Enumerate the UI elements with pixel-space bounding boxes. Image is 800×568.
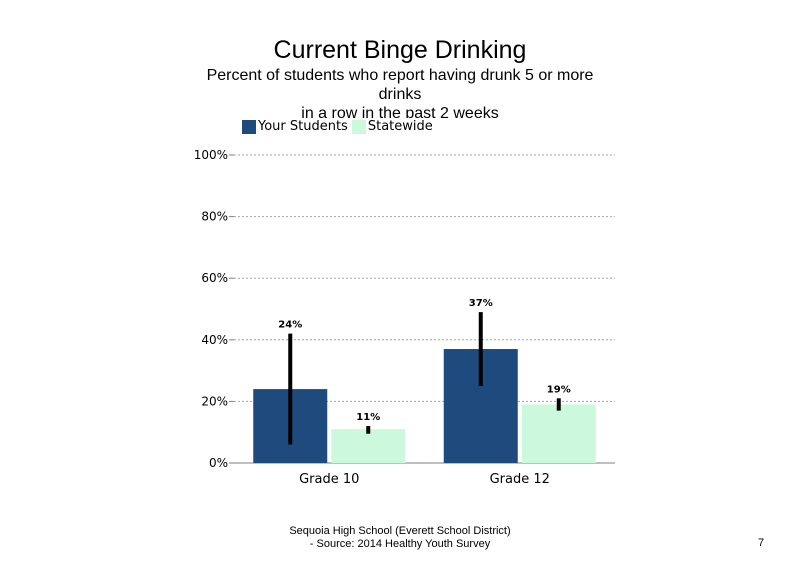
subtitle-line-1: Percent of students who report having dr… bbox=[206, 67, 594, 103]
chart-title: Current Binge Drinking bbox=[273, 36, 527, 64]
legend-item-your-students: Your Students bbox=[242, 119, 348, 135]
subtitle-line-2: in a row in the past 2 weeks bbox=[301, 105, 499, 118]
bar-statewide bbox=[521, 404, 596, 463]
footer-source: - Source: 2014 Healthy Youth Survey bbox=[309, 538, 491, 550]
page-number: 7 bbox=[758, 537, 765, 549]
chart-legend: Your Students Statewide bbox=[242, 119, 437, 135]
chart-subtitle: Percent of students who report having dr… bbox=[190, 66, 610, 118]
data-label: 37% bbox=[469, 298, 493, 309]
legend-item-statewide: Statewide bbox=[351, 119, 433, 135]
x-tick-label: Grade 10 bbox=[299, 472, 359, 487]
x-tick-label: Grade 12 bbox=[490, 472, 550, 487]
footer-school: Sequoia High School (Everett School Dist… bbox=[289, 525, 511, 537]
data-label: 11% bbox=[356, 412, 380, 423]
data-label: 19% bbox=[547, 384, 571, 395]
legend-swatch-statewide bbox=[351, 120, 366, 134]
footer: Sequoia High School (Everett School Dist… bbox=[200, 525, 600, 551]
data-label: 24% bbox=[278, 320, 302, 331]
y-tick-label: 40% bbox=[201, 333, 228, 347]
y-tick-label: 0% bbox=[209, 456, 228, 470]
y-tick-label: 80% bbox=[201, 210, 228, 224]
legend-label-statewide: Statewide bbox=[367, 119, 433, 134]
y-tick-label: 100% bbox=[194, 148, 228, 162]
legend-label-your-students: Your Students bbox=[258, 119, 348, 134]
bar-statewide bbox=[331, 429, 406, 463]
y-tick-label: 20% bbox=[201, 394, 228, 408]
y-tick-label: 60% bbox=[201, 271, 228, 285]
legend-swatch-your-students bbox=[242, 120, 256, 134]
